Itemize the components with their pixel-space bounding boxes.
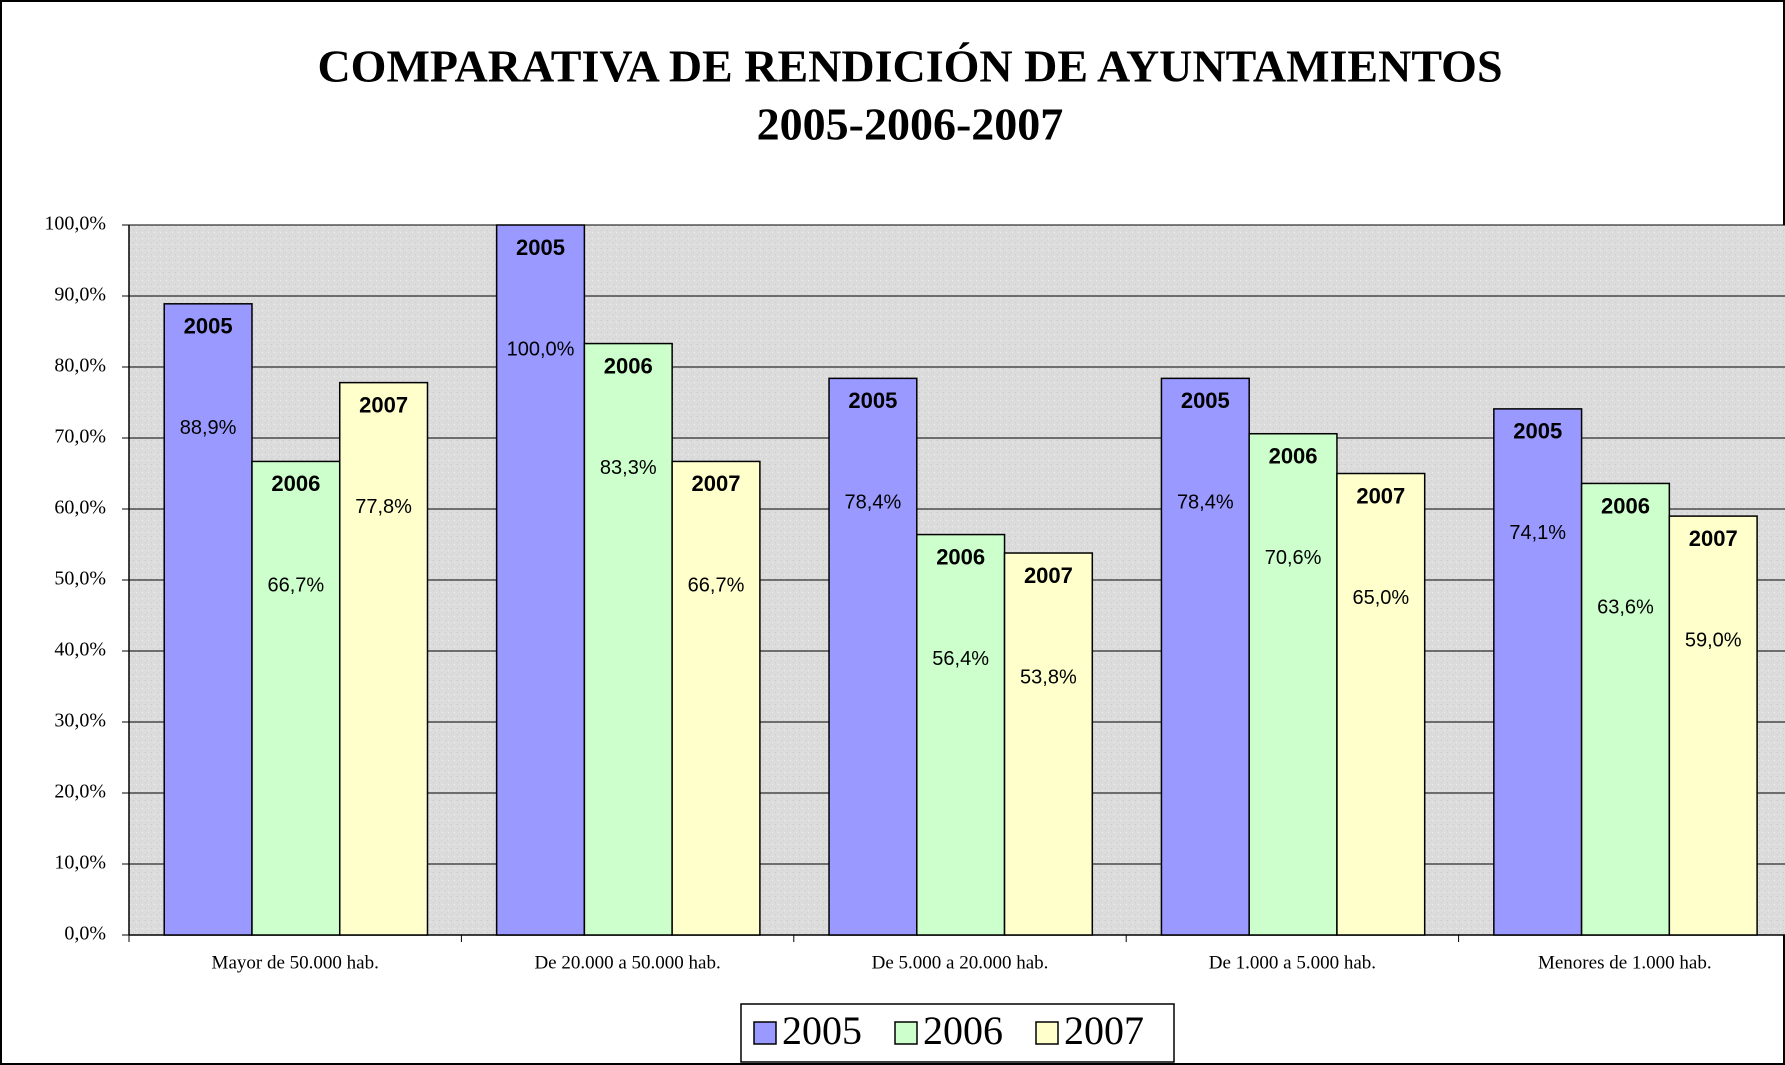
- y-tick-label: 10,0%: [54, 852, 106, 874]
- data-label: 53,8%: [1020, 666, 1077, 688]
- data-label: 63,6%: [1597, 597, 1654, 619]
- data-label: 59,0%: [1685, 629, 1742, 651]
- bar-series-label: 2006: [1601, 493, 1650, 518]
- bar: [671, 460, 761, 936]
- legend-label: 2005: [782, 1008, 862, 1053]
- bar: [1493, 408, 1583, 936]
- bar: [583, 342, 673, 936]
- x-tick-label: Mayor de 50.000 hab.: [212, 952, 379, 973]
- bar: [338, 381, 429, 936]
- bar-series-label: 2006: [271, 471, 320, 496]
- y-tick-label: 0,0%: [64, 923, 106, 945]
- y-tick-label: 90,0%: [54, 284, 106, 306]
- bar-series-label: 2007: [1024, 563, 1073, 588]
- data-label: 74,1%: [1509, 522, 1566, 544]
- x-tick-label: Menores de 1.000 hab.: [1538, 952, 1712, 973]
- chart-title: COMPARATIVA DE RENDICIÓN DE AYUNTAMIENTO…: [317, 41, 1502, 92]
- y-tick-label: 80,0%: [54, 355, 106, 377]
- bar-series-label: 2007: [1689, 526, 1738, 551]
- data-label: 66,7%: [688, 575, 745, 597]
- bar: [495, 224, 586, 936]
- data-label: 65,0%: [1352, 587, 1409, 609]
- y-tick-label: 100,0%: [44, 213, 106, 235]
- data-label: 83,3%: [600, 457, 657, 479]
- y-tick-label: 50,0%: [54, 568, 106, 590]
- legend-swatch: [894, 1021, 918, 1045]
- bar-series-label: 2007: [359, 392, 408, 417]
- bar: [1160, 377, 1250, 936]
- legend-label: 2006: [923, 1008, 1003, 1053]
- chart-subtitle: 2005-2006-2007: [757, 99, 1064, 150]
- y-tick-label: 60,0%: [54, 497, 106, 519]
- data-label: 70,6%: [1265, 547, 1322, 569]
- data-label: 78,4%: [1177, 492, 1234, 514]
- bar: [828, 377, 918, 936]
- data-label: 77,8%: [355, 496, 412, 518]
- bar: [163, 303, 253, 936]
- bar: [1668, 515, 1758, 936]
- data-label: 88,9%: [180, 417, 237, 439]
- bar: [1248, 432, 1338, 936]
- bar-series-label: 2005: [184, 314, 233, 339]
- bar: [251, 460, 341, 936]
- data-label: 78,4%: [845, 492, 902, 514]
- bar-series-label: 2006: [936, 544, 985, 569]
- bar-series-label: 2005: [516, 235, 565, 260]
- legend-swatch: [1035, 1021, 1059, 1045]
- legend-swatch: [753, 1021, 777, 1045]
- y-tick-label: 40,0%: [54, 639, 106, 661]
- bar: [1580, 482, 1671, 936]
- bar-series-label: 2006: [1269, 444, 1318, 469]
- x-tick-label: De 20.000 a 50.000 hab.: [534, 952, 720, 973]
- data-label: 66,7%: [268, 575, 325, 597]
- bar-series-label: 2007: [1356, 483, 1405, 508]
- bar: [916, 533, 1006, 936]
- bar-series-label: 2005: [1513, 419, 1562, 444]
- y-tick-label: 70,0%: [54, 426, 106, 448]
- bar: [1003, 552, 1094, 936]
- bar-series-label: 2005: [848, 388, 897, 413]
- bar-series-label: 2007: [692, 471, 741, 496]
- bar: [1336, 472, 1426, 936]
- legend-label: 2007: [1064, 1008, 1144, 1053]
- data-label: 100,0%: [507, 338, 575, 360]
- y-tick-label: 30,0%: [54, 710, 106, 732]
- y-tick-label: 20,0%: [54, 781, 106, 803]
- data-label: 56,4%: [932, 648, 989, 670]
- bar-series-label: 2005: [1181, 388, 1230, 413]
- legend-box: [740, 1003, 1175, 1063]
- x-tick-label: De 5.000 a 20.000 hab.: [872, 952, 1049, 973]
- bar-series-label: 2006: [604, 353, 653, 378]
- x-tick-label: De 1.000 a 5.000 hab.: [1209, 952, 1376, 973]
